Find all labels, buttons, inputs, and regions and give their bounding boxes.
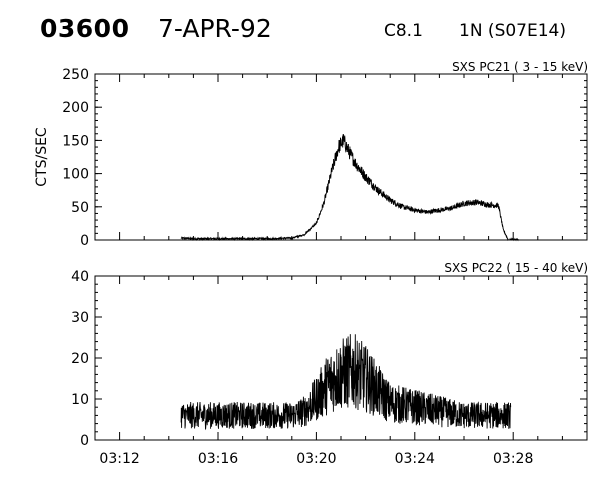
x-tick-label: 03:20 [296, 451, 336, 467]
y-tick-label: 200 [62, 100, 89, 116]
y-tick-label: 50 [71, 200, 89, 216]
x-tick-label: 03:12 [99, 451, 139, 467]
flare-location: 1N (S07E14) [459, 21, 566, 41]
series-line-2 [180, 334, 512, 431]
y-tick-label: 10 [71, 392, 89, 408]
series-line-1 [180, 134, 519, 242]
x-tick-label: 03:28 [493, 451, 533, 467]
y-tick-label: 150 [62, 133, 89, 149]
y-axis-label: CTS/SEC [34, 127, 50, 187]
y-tick-label: 20 [71, 351, 89, 367]
y-tick-label: 0 [80, 433, 89, 449]
y-tick-label: 0 [80, 233, 89, 249]
plot-title-2: SXS PC22 ( 15 - 40 keV) [444, 261, 588, 275]
y-tick-label: 250 [62, 67, 89, 83]
x-tick-label: 03:16 [198, 451, 238, 467]
goes-class: C8.1 [384, 21, 423, 41]
y-tick-label: 100 [62, 167, 89, 183]
event-id: 03600 [40, 14, 130, 43]
x-tick-label: 03:24 [395, 451, 435, 467]
y-tick-label: 30 [71, 310, 89, 326]
plot-title-1: SXS PC21 ( 3 - 15 keV) [452, 60, 588, 74]
plot-frame-1 [94, 73, 588, 241]
event-date: 7-APR-92 [158, 14, 272, 43]
y-tick-label: 40 [71, 269, 89, 285]
